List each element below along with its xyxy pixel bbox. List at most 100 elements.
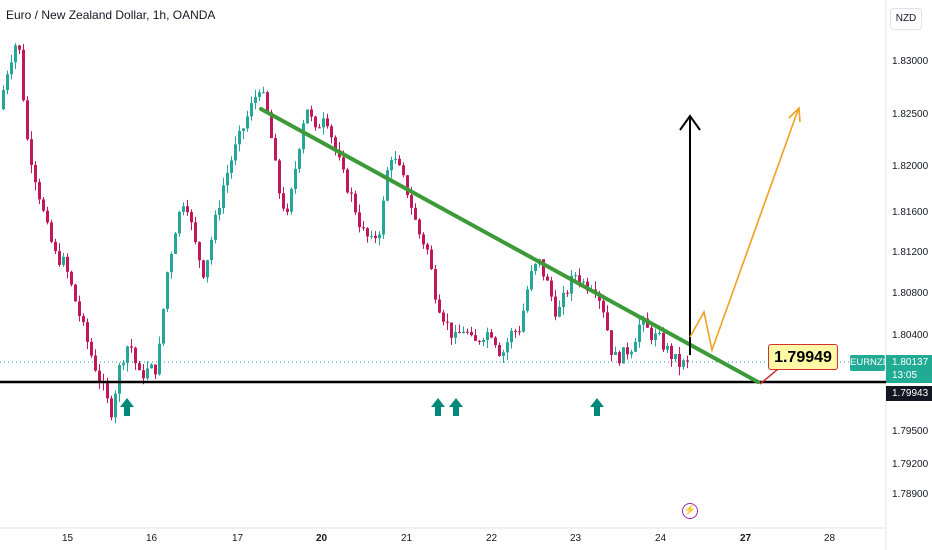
time-tick-6: 23 <box>570 533 582 544</box>
candle-body <box>62 256 65 265</box>
candle-body <box>406 175 409 196</box>
candle-body <box>82 316 85 323</box>
candle-body <box>2 90 5 110</box>
candle-body <box>486 332 489 341</box>
candle-body <box>546 276 549 281</box>
candle-body <box>250 103 253 117</box>
flash-icon[interactable]: ⚡ <box>682 503 698 519</box>
candle-body <box>602 300 605 313</box>
candle-body <box>670 345 673 360</box>
candle-body <box>178 211 181 234</box>
price-tick-5: 1.80800 <box>892 288 929 299</box>
candle-body <box>70 271 73 285</box>
price-tick-3: 1.81600 <box>892 207 929 218</box>
candle-body <box>618 352 621 364</box>
candle-body <box>314 116 317 128</box>
candle-body <box>146 368 149 379</box>
candle-body <box>346 169 349 193</box>
time-tick-4: 21 <box>401 533 413 544</box>
candle-body <box>322 118 325 128</box>
candle-body <box>306 109 309 124</box>
candle-body <box>234 144 237 161</box>
candle-body <box>502 352 505 356</box>
currency-button[interactable]: NZD <box>890 8 922 30</box>
candle-body <box>50 222 53 242</box>
candles-group <box>2 43 689 424</box>
time-tick-5: 22 <box>486 533 498 544</box>
candle-body <box>174 233 177 254</box>
candle-body <box>510 330 513 343</box>
candle-body <box>130 346 133 348</box>
candle-body <box>290 188 293 212</box>
price-tick-9: 1.78900 <box>892 489 929 500</box>
candle-body <box>666 345 669 350</box>
candle-body <box>642 318 645 325</box>
candle-body <box>214 214 217 240</box>
candle-body <box>34 164 37 183</box>
candle-body <box>386 170 389 201</box>
candle-body <box>262 92 265 94</box>
candle-body <box>494 337 497 346</box>
time-tick-9: 28 <box>824 533 836 544</box>
candle-body <box>542 259 545 277</box>
countdown-timer: 13:05 <box>892 370 918 381</box>
candle-body <box>434 269 437 300</box>
price-tick-7: 1.79500 <box>892 426 929 437</box>
candle-body <box>26 100 29 140</box>
candle-body <box>258 92 261 98</box>
support-level-label: 1.79943 <box>886 386 932 401</box>
support-arrow-1 <box>120 398 134 416</box>
candle-body <box>246 116 249 129</box>
candle-body <box>166 272 169 309</box>
candle-body <box>390 159 393 171</box>
candle-body <box>302 123 305 150</box>
candle-body <box>342 157 345 170</box>
candle-body <box>6 74 9 91</box>
candle-body <box>46 210 49 223</box>
support-arrow-3 <box>449 398 463 416</box>
candle-body <box>126 346 129 364</box>
time-tick-0: 15 <box>62 533 74 544</box>
candle-body <box>118 365 121 394</box>
candle-body <box>682 360 685 367</box>
price-callout: 1.79949 <box>768 344 838 370</box>
candle-body <box>582 281 585 283</box>
candle-body <box>534 263 537 272</box>
candle-body <box>218 207 221 215</box>
candle-body <box>398 158 401 166</box>
price-tick-6: 1.80400 <box>892 330 929 341</box>
candle-body <box>230 160 233 173</box>
candle-body <box>354 193 357 213</box>
candle-body <box>610 330 613 355</box>
candle-body <box>630 351 633 355</box>
price-tick-0: 1.83000 <box>892 56 929 67</box>
candle-body <box>274 138 277 161</box>
time-tick-7: 24 <box>655 533 667 544</box>
time-tick-3: 20 <box>316 533 328 544</box>
candle-body <box>574 275 577 277</box>
candle-body <box>282 193 285 209</box>
candle-body <box>142 370 145 379</box>
candle-body <box>298 149 301 169</box>
candle-body <box>286 208 289 212</box>
candle-body <box>554 296 557 317</box>
candle-body <box>438 299 441 313</box>
candle-body <box>474 335 477 341</box>
candle-body <box>458 332 461 334</box>
candle-body <box>570 275 573 294</box>
candle-body <box>162 308 165 344</box>
candle-body <box>662 332 665 350</box>
candle-body <box>190 212 193 223</box>
candle-body <box>430 249 433 270</box>
time-tick-8: 27 <box>740 533 752 544</box>
candle-body <box>442 312 445 322</box>
candle-body <box>658 332 661 334</box>
candle-body <box>242 128 245 131</box>
price-tick-4: 1.81200 <box>892 247 929 258</box>
support-arrow-2 <box>431 398 445 416</box>
candle-body <box>450 322 453 338</box>
chart-title: Euro / New Zealand Dollar, 1h, OANDA <box>6 8 216 22</box>
candle-body <box>186 206 189 213</box>
